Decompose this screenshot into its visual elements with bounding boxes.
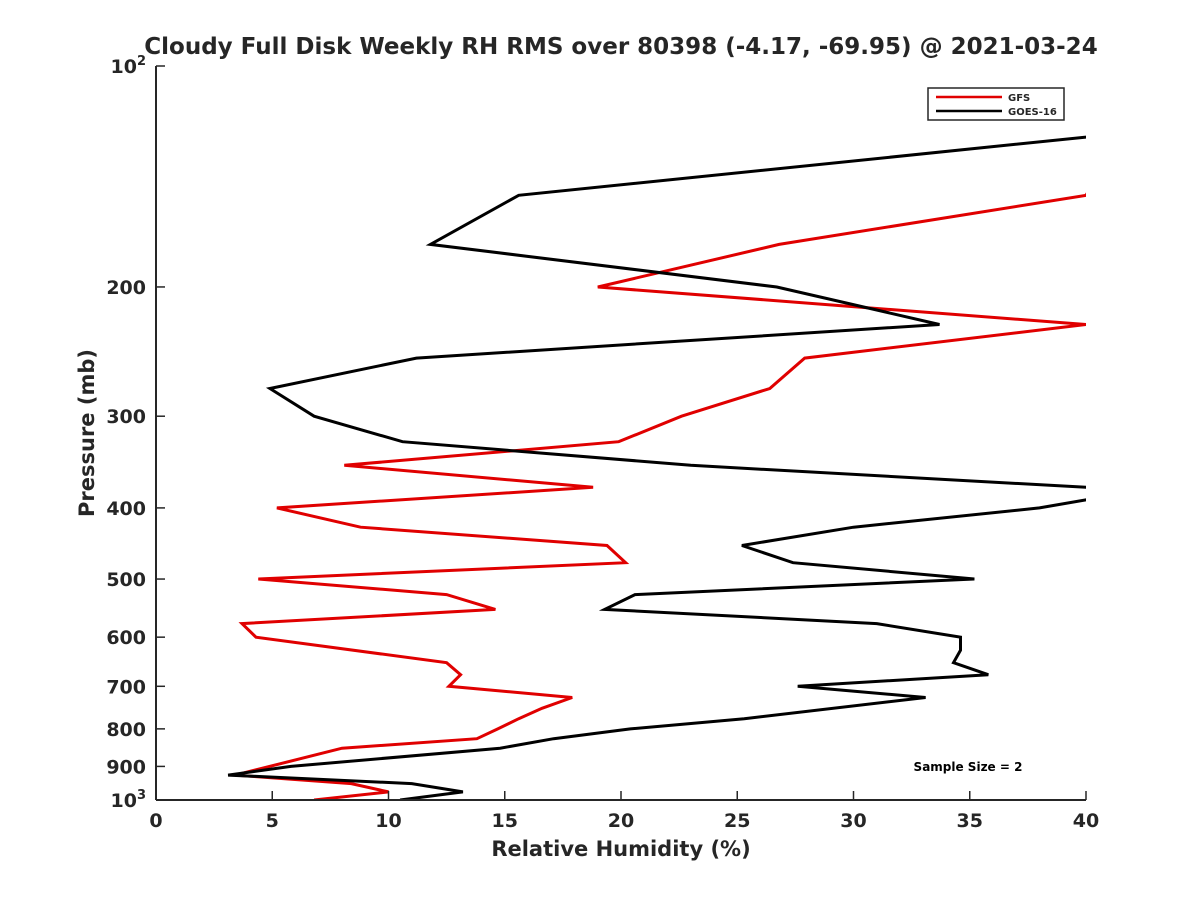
legend-label-goes16: GOES-16 xyxy=(1008,107,1057,118)
y-tick-label: 800 xyxy=(106,719,146,741)
x-tick-label: 25 xyxy=(724,810,750,832)
y-tick-label: 900 xyxy=(106,756,146,778)
series-layer xyxy=(227,135,1086,800)
x-tick-label: 35 xyxy=(957,810,983,832)
x-tick-label: 0 xyxy=(149,810,162,832)
y-tick-label: 500 xyxy=(106,569,146,591)
series-line-goes16 xyxy=(227,135,1086,800)
y-axis-ticks: 102 200 300 400 500 600 700 800 900 103 xyxy=(106,54,165,812)
sample-size-annotation: Sample Size = 2 xyxy=(914,760,1023,774)
y-tick-label: 103 xyxy=(111,788,147,812)
legend: GFS GOES-16 xyxy=(927,87,1065,121)
x-axis-label: Relative Humidity (%) xyxy=(491,837,750,861)
y-tick-label: 200 xyxy=(106,277,146,299)
legend-label-gfs: GFS xyxy=(1008,93,1030,104)
x-tick-label: 15 xyxy=(492,810,518,832)
x-tick-label: 40 xyxy=(1073,810,1099,832)
x-tick-label: 30 xyxy=(840,810,866,832)
x-tick-label: 10 xyxy=(375,810,401,832)
chart-title: Cloudy Full Disk Weekly RH RMS over 8039… xyxy=(144,34,1097,60)
y-axis-label: Pressure (mb) xyxy=(75,349,99,517)
x-axis-ticks: 0 5 10 15 20 25 30 35 40 xyxy=(149,791,1099,832)
y-tick-label: 102 xyxy=(111,54,147,78)
legend-box xyxy=(927,87,1065,121)
y-tick-label: 600 xyxy=(106,627,146,649)
y-tick-label: 300 xyxy=(106,406,146,428)
series-line-gfs xyxy=(234,192,1086,800)
x-tick-label: 20 xyxy=(608,810,634,832)
y-tick-label: 700 xyxy=(106,676,146,698)
x-tick-label: 5 xyxy=(266,810,279,832)
y-tick-label: 400 xyxy=(106,498,146,520)
